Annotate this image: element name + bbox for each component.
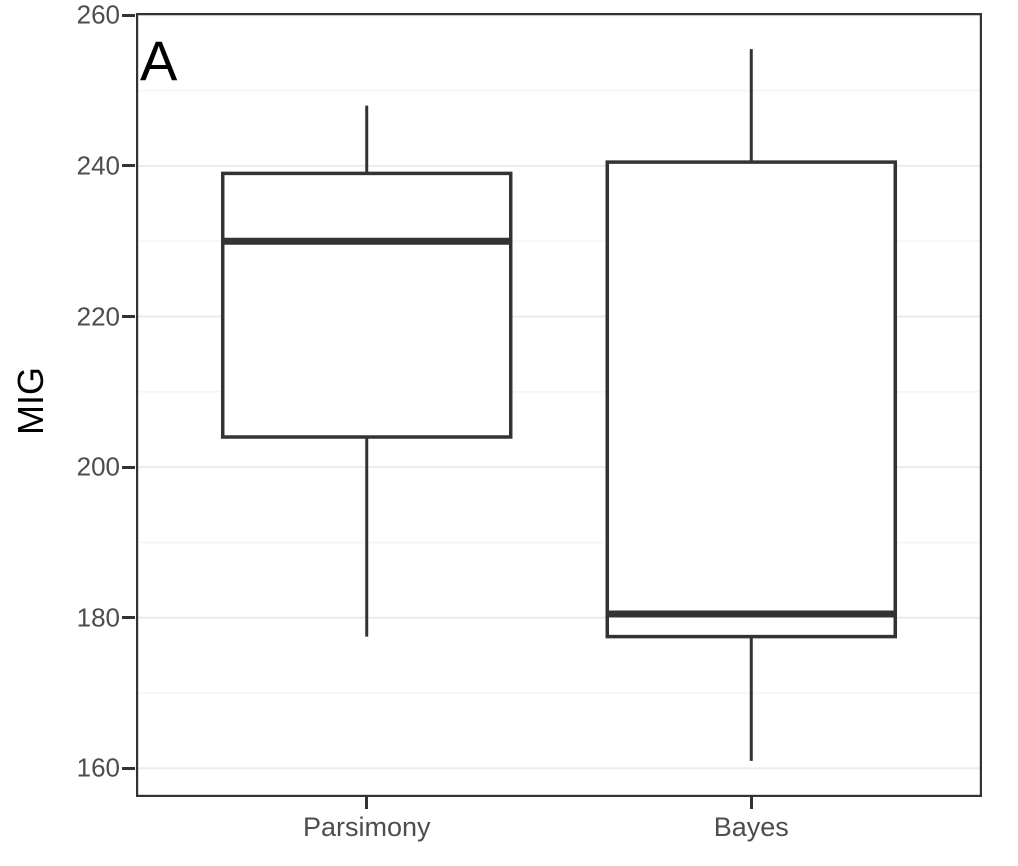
- y-axis-tick: [122, 164, 135, 168]
- y-axis-tick: [122, 465, 135, 469]
- y-tick-label-200: 200: [76, 451, 120, 482]
- y-axis-tick: [122, 766, 135, 770]
- y-tick-label-180: 180: [76, 602, 120, 633]
- y-axis-tick: [122, 616, 135, 620]
- x-axis-tick: [365, 797, 369, 809]
- x-tick-label-parsimony: Parsimony: [302, 812, 431, 842]
- y-tick-label-260: 260: [76, 0, 120, 30]
- y-tick-label-220: 220: [76, 301, 120, 331]
- y-axis-title: MIG: [10, 367, 51, 435]
- x-axis-tick: [749, 797, 753, 809]
- plot-area: [136, 13, 982, 797]
- y-tick-label-240: 240: [76, 150, 120, 181]
- y-axis-tick: [122, 315, 135, 318]
- x-tick-label-bayes: Bayes: [713, 812, 789, 842]
- y-tick-label-160: 160: [76, 752, 120, 783]
- panel-label: A: [140, 29, 178, 92]
- y-axis-tick: [122, 13, 135, 17]
